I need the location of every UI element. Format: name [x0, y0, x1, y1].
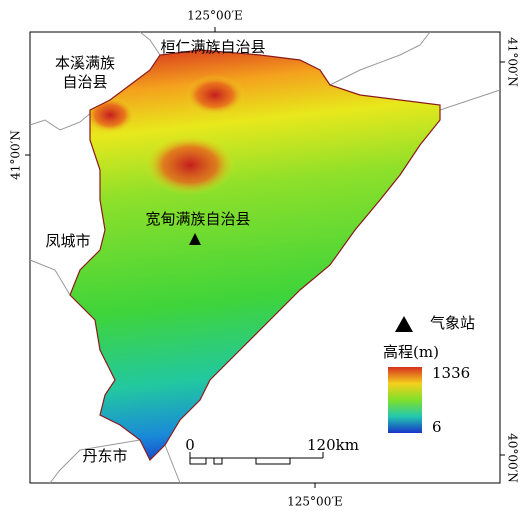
legend-station-icon: [395, 316, 413, 332]
graticule-label: 125°00′E: [287, 495, 343, 509]
graticule-label: 40°00′N: [506, 433, 520, 483]
scale-label: 120km: [307, 436, 359, 454]
graticule-label: 41°00′N: [9, 130, 23, 180]
legend-title: 高程(m): [383, 343, 439, 361]
scale-label: 0: [185, 436, 195, 454]
scale-bar: [189, 452, 324, 465]
place-label: 本溪满族: [55, 54, 115, 72]
graticule-label: 125°00′E: [187, 9, 243, 23]
place-label: 桓仁满族自治县: [160, 38, 265, 56]
legend-label: 气象站: [430, 314, 475, 332]
station-marker: [189, 233, 201, 245]
place-label: 凤城市: [45, 232, 90, 250]
place-label: 自治县: [62, 73, 107, 91]
legend-min: 6: [432, 418, 442, 436]
graticule-label: 41°00′N: [506, 37, 520, 87]
place-label: 宽甸满族自治县: [145, 210, 250, 228]
legend-max: 1336: [432, 364, 470, 382]
county-boundary: [69, 49, 441, 462]
legend-colorbar: [388, 367, 422, 433]
graticule-ticks: [25, 27, 505, 488]
boundaries: [29, 31, 501, 484]
place-label: 丹东市: [82, 447, 127, 465]
